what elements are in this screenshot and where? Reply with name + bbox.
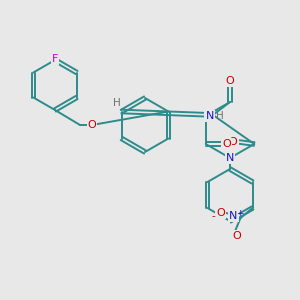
Text: +: + bbox=[236, 208, 243, 217]
Text: H: H bbox=[216, 111, 224, 121]
Text: O: O bbox=[216, 208, 225, 218]
Text: -: - bbox=[212, 211, 215, 221]
Text: N: N bbox=[206, 111, 214, 121]
Text: O: O bbox=[226, 76, 234, 86]
Text: O: O bbox=[229, 137, 238, 147]
Text: O: O bbox=[232, 231, 241, 241]
Text: O: O bbox=[222, 139, 231, 149]
Text: N: N bbox=[226, 153, 234, 163]
Text: H: H bbox=[113, 98, 121, 107]
Text: O: O bbox=[88, 120, 96, 130]
Text: N: N bbox=[229, 211, 238, 221]
Text: F: F bbox=[52, 54, 58, 64]
